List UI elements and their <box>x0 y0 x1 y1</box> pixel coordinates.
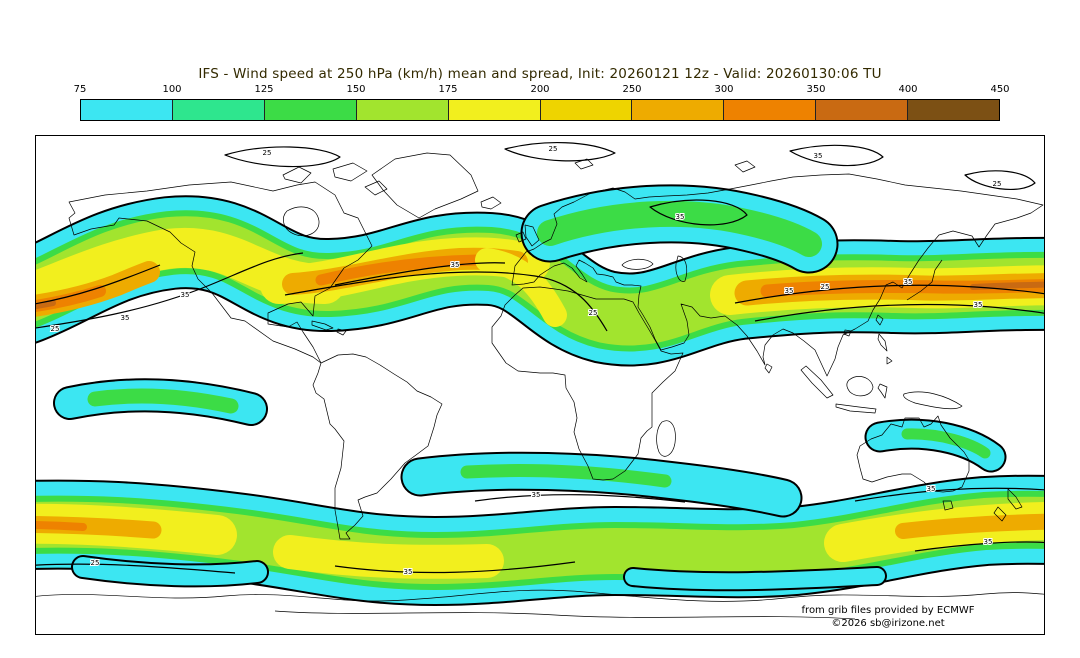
coast-japan <box>906 259 943 301</box>
band-green <box>537 200 822 257</box>
credit-line-2: ©2026 sb@irizone.net <box>831 618 945 629</box>
colorbar-tick: 400 <box>898 84 918 95</box>
coast-eurasia <box>511 173 1044 377</box>
coast-taiwan-hainan <box>843 314 884 337</box>
colorbar-tick: 75 <box>73 84 87 95</box>
map-border <box>35 135 1045 635</box>
coast-caribbean <box>311 320 347 336</box>
contour-label: 25 <box>589 309 598 317</box>
colorbar-tick: 100 <box>162 84 182 95</box>
contour-label: 35 <box>974 301 983 309</box>
contour-label: 35 <box>676 213 685 221</box>
band-cyan <box>73 557 267 586</box>
colorbar-segment <box>264 100 357 120</box>
coast-africa <box>491 286 684 481</box>
coast-sulawesi <box>877 383 888 399</box>
colorbar-segment <box>81 100 173 120</box>
coast-australia <box>856 415 970 493</box>
coast-north-america <box>68 181 373 364</box>
coast-caspian-sea <box>675 255 688 282</box>
spread-contours <box>36 142 1044 574</box>
colorbar-segment <box>908 100 1000 120</box>
band-cyan <box>625 568 885 590</box>
contour-label: 35 <box>904 278 913 286</box>
jet-core-darkorange <box>36 300 56 310</box>
colorbar-tick: 350 <box>806 84 826 95</box>
coast-british-isles <box>515 224 540 247</box>
jet-core-orange <box>36 520 87 531</box>
jet-core-orange <box>315 254 483 286</box>
contour-label: 35 <box>404 568 413 576</box>
coast-sumatra-java <box>800 365 877 414</box>
colorbar-tick: 175 <box>438 84 458 95</box>
colorbar-segment <box>724 100 817 120</box>
contour-label: 35 <box>451 261 460 269</box>
colorbar-segment <box>632 100 725 120</box>
colorbar-segment <box>448 100 541 120</box>
colorbar-segment <box>816 100 909 120</box>
colorbar-segment <box>356 100 449 120</box>
contour-label: 25 <box>549 145 558 153</box>
chart-title: IFS - Wind speed at 250 hPa (km/h) mean … <box>198 66 882 82</box>
coast-borneo <box>846 376 874 397</box>
coast-new-guinea <box>903 391 963 410</box>
coastlines <box>36 152 1044 620</box>
colorbar-wrap: 75 100 125 150 175 200 250 300 350 400 450 <box>74 84 1010 121</box>
coast-philippines <box>877 333 893 365</box>
coast-new-zealand <box>993 488 1023 522</box>
contour-label: 25 <box>91 559 100 567</box>
jet-core-yellow <box>475 248 567 327</box>
contour-label: 35 <box>814 152 823 160</box>
colorbar-segment <box>172 100 265 120</box>
colorbar-tick: 150 <box>346 84 366 95</box>
colorbar <box>80 99 1000 121</box>
wind-speed-bands <box>36 184 1044 606</box>
jet-core-amber <box>895 513 1044 539</box>
wind-map: 25 35 35 25 25 35 35 25 35 25 35 25 35 35 25 35 35 35 35 f… <box>35 135 1045 635</box>
contour-label: 25 <box>51 325 60 333</box>
coast-svalbard <box>574 158 756 173</box>
credits: from grib files provided by ECMWF ©2026 … <box>768 604 1008 630</box>
contour-label: 25 <box>993 180 1002 188</box>
contour-label: 25 <box>821 283 830 291</box>
coast-arctic-islands <box>282 162 388 196</box>
wind-map-svg: 25 35 35 25 25 35 35 25 35 25 35 25 35 35 25 35 35 35 35 <box>35 135 1045 635</box>
contour-labels: 25 35 35 25 25 35 35 25 35 25 35 25 35 35 25 35 35 35 35 <box>50 144 1003 577</box>
colorbar-segment <box>540 100 633 120</box>
contour-label: 35 <box>785 287 794 295</box>
band-green <box>460 464 672 488</box>
coast-greenland <box>371 152 479 219</box>
band-green <box>87 388 239 414</box>
colorbar-tick: 250 <box>622 84 642 95</box>
coast-antarctica-inner <box>274 610 856 620</box>
contour-label: 25 <box>263 149 272 157</box>
coast-black-sea <box>621 258 654 270</box>
contour-label: 35 <box>532 491 541 499</box>
coast-antarctica <box>36 589 1044 602</box>
coast-sri-lanka <box>764 363 773 374</box>
coast-iceland <box>480 196 502 210</box>
contour-label: 35 <box>984 538 993 546</box>
contour-label: 35 <box>121 314 130 322</box>
coast-madagascar <box>656 420 676 457</box>
coast-tasmania <box>942 500 954 511</box>
colorbar-tick: 125 <box>254 84 274 95</box>
colorbar-tick: 450 <box>990 84 1010 95</box>
jet-core-darkorange <box>970 281 1044 290</box>
band-green <box>901 428 991 459</box>
jet-core-yellow <box>273 535 504 579</box>
colorbar-tick: 200 <box>530 84 550 95</box>
colorbar-ticks: 75 100 125 150 175 200 250 300 350 400 450 <box>74 84 1010 99</box>
contour-label: 35 <box>181 291 190 299</box>
credit-line-1: from grib files provided by ECMWF <box>801 605 975 616</box>
coast-south-america <box>312 353 443 540</box>
contour-label: 35 <box>927 485 936 493</box>
colorbar-tick: 300 <box>714 84 734 95</box>
coast-hudson-bay <box>283 206 320 237</box>
